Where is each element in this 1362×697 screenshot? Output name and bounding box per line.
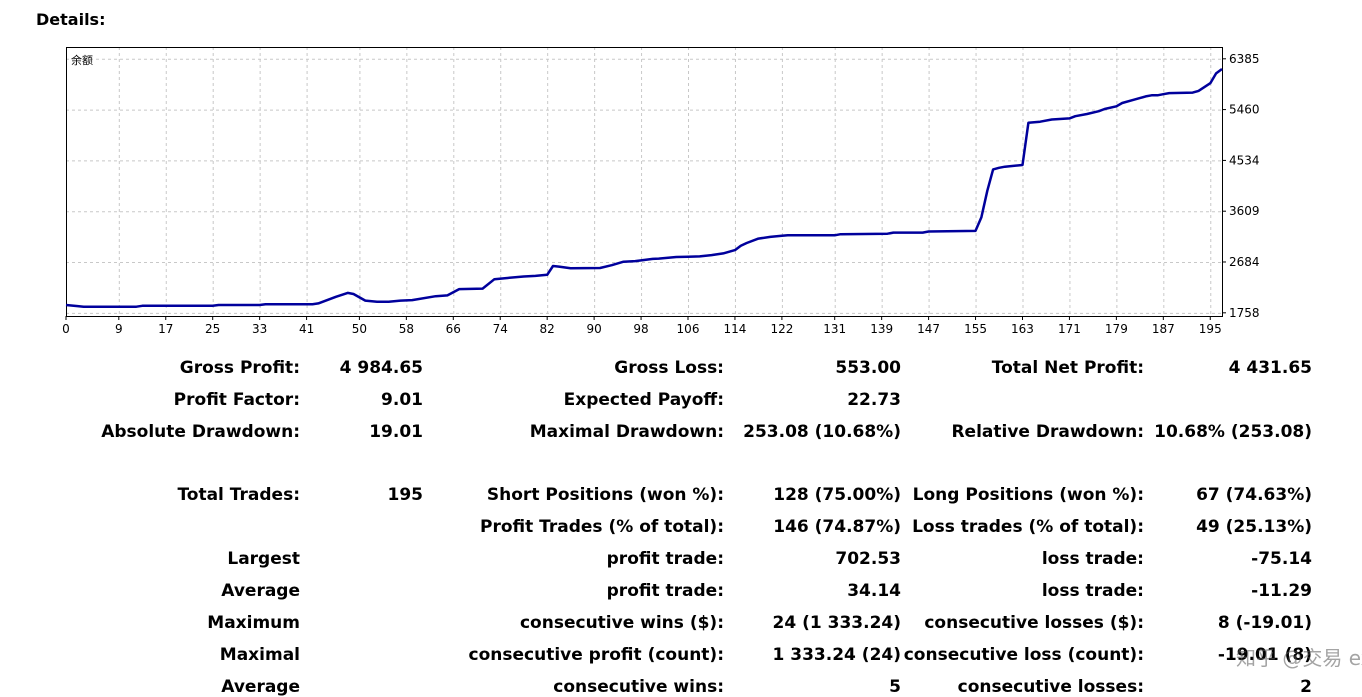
y-tick-label-3: 4534 (1229, 153, 1260, 167)
x-tick-label-5: 41 (299, 322, 314, 336)
long-positions-value: 67 (74.63%) (1196, 485, 1312, 505)
avg-cons-losses-value: 2 (1300, 677, 1312, 697)
relative-drawdown-label: Relative Drawdown: (951, 422, 1144, 442)
x-tick-label-9: 74 (493, 322, 508, 336)
x-tick-label-10: 82 (540, 322, 555, 336)
x-tick-label-3: 25 (205, 322, 220, 336)
x-tick-label-16: 131 (823, 322, 846, 336)
x-tick-label-14: 114 (724, 322, 747, 336)
absolute-drawdown-value: 19.01 (369, 422, 423, 442)
average-profit-label: profit trade: (606, 581, 724, 601)
largest-loss-label: loss trade: (1041, 549, 1144, 569)
average-label: Average (221, 581, 300, 601)
x-tick-label-13: 106 (677, 322, 700, 336)
maximal-drawdown-value: 253.08 (10.68%) (743, 422, 901, 442)
plot-border (66, 47, 1223, 317)
maximal-cons-loss-value: -19.01 (8) (1217, 645, 1312, 665)
avg-cons-wins-value: 5 (889, 677, 901, 697)
x-tick-label-23: 187 (1152, 322, 1175, 336)
largest-loss-value: -75.14 (1251, 549, 1312, 569)
x-tick-label-17: 139 (870, 322, 893, 336)
max-cons-losses-value: 8 (-19.01) (1217, 613, 1312, 633)
relative-drawdown-value: 10.68% (253.08) (1154, 422, 1312, 442)
avg-cons-wins-label: consecutive wins: (553, 677, 724, 697)
avg-cons-losses-label: consecutive losses: (957, 677, 1144, 697)
largest-label: Largest (227, 549, 300, 569)
x-tick-label-2: 17 (158, 322, 173, 336)
plot-area (66, 47, 1222, 316)
x-tick-label-0: 0 (62, 322, 70, 336)
maximal-drawdown-label: Maximal Drawdown: (529, 422, 724, 442)
total-trades-value: 195 (387, 485, 424, 505)
total-trades-label: Total Trades: (177, 485, 300, 505)
total-net-profit-value: 4 431.65 (1228, 358, 1312, 378)
maximal-label: Maximal (219, 645, 300, 665)
y-tick-label-1: 2684 (1229, 255, 1260, 269)
x-tick-label-24: 195 (1199, 322, 1222, 336)
x-tick-label-8: 66 (446, 322, 461, 336)
x-tick-label-19: 155 (964, 322, 987, 336)
gross-profit-value: 4 984.65 (339, 358, 423, 378)
total-net-profit-label: Total Net Profit: (991, 358, 1144, 378)
average-loss-label: loss trade: (1041, 581, 1144, 601)
y-tick-label-5: 6385 (1229, 52, 1260, 66)
maximal-cons-profit-label: consecutive profit (count): (468, 645, 724, 665)
maximal-cons-profit-value: 1 333.24 (24) (772, 645, 901, 665)
average-profit-value: 34.14 (847, 581, 901, 601)
x-tick-label-12: 98 (633, 322, 648, 336)
long-positions-label: Long Positions (won %): (912, 485, 1144, 505)
maximum-label: Maximum (207, 613, 300, 633)
y-tick-label-0: 1758 (1229, 306, 1260, 320)
profit-trades-value: 146 (74.87%) (773, 517, 901, 537)
y-tick-label-4: 5460 (1229, 103, 1260, 117)
x-tick-label-6: 50 (352, 322, 367, 336)
x-tick-label-18: 147 (917, 322, 940, 336)
balance-chart: 0 9 17 25 33 41 50 58 66 74 82 90 98 106 114 122 131 139 1… (62, 47, 1260, 336)
profit-trades-label: Profit Trades (% of total): (479, 517, 724, 537)
largest-profit-value: 702.53 (835, 549, 901, 569)
x-tick-label-15: 122 (770, 322, 793, 336)
details-title: Details: (36, 10, 106, 29)
max-cons-wins-value: 24 (1 333.24) (772, 613, 901, 633)
max-cons-wins-label: consecutive wins ($): (519, 613, 724, 633)
average-loss-value: -11.29 (1251, 581, 1312, 601)
x-tick-label-1: 9 (115, 322, 123, 336)
legend-label: 余额 (71, 53, 93, 67)
x-tick-label-4: 33 (252, 322, 267, 336)
short-positions-value: 128 (75.00%) (773, 485, 901, 505)
expected-payoff-label: Expected Payoff: (563, 390, 724, 410)
y-tick-label-2: 3609 (1229, 204, 1260, 218)
maximal-cons-loss-label: consecutive loss (count): (903, 645, 1144, 665)
average2-label: Average (221, 677, 300, 697)
x-tick-label-21: 171 (1058, 322, 1081, 336)
short-positions-label: Short Positions (won %): (486, 485, 724, 505)
x-tick-label-7: 58 (399, 322, 414, 336)
gross-loss-value: 553.00 (835, 358, 901, 378)
gross-profit-label: Gross Profit: (179, 358, 300, 378)
x-tick-label-11: 90 (586, 322, 601, 336)
x-tick-label-22: 179 (1105, 322, 1128, 336)
max-cons-losses-label: consecutive losses ($): (924, 613, 1144, 633)
balance-line (65, 67, 1223, 308)
loss-trades-value: 49 (25.13%) (1196, 517, 1312, 537)
gross-loss-label: Gross Loss: (614, 358, 724, 378)
profit-factor-value: 9.01 (381, 390, 423, 410)
expected-payoff-value: 22.73 (847, 390, 901, 410)
profit-factor-label: Profit Factor: (173, 390, 300, 410)
largest-profit-label: profit trade: (606, 549, 724, 569)
absolute-drawdown-label: Absolute Drawdown: (101, 422, 300, 442)
watermark: 知乎 @交易 ex (1236, 646, 1362, 670)
x-tick-label-20: 163 (1011, 322, 1034, 336)
loss-trades-label: Loss trades (% of total): (912, 517, 1144, 537)
